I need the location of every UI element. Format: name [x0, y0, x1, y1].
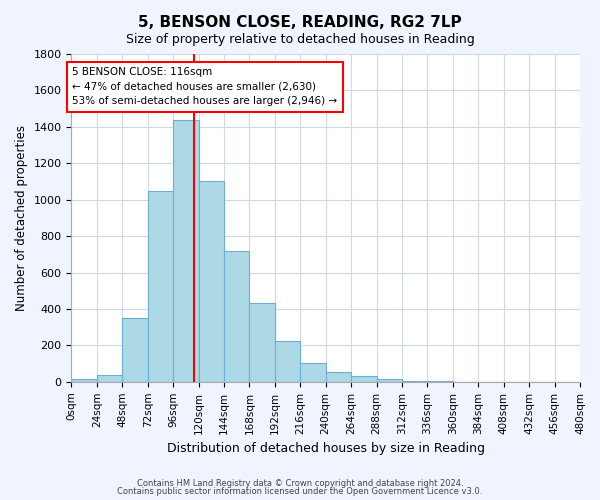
Bar: [402, 381, 427, 382]
Bar: [377, 378, 402, 382]
Bar: [326, 372, 351, 382]
Text: Contains public sector information licensed under the Open Government Licence v3: Contains public sector information licen…: [118, 487, 482, 496]
Text: Size of property relative to detached houses in Reading: Size of property relative to detached ho…: [125, 32, 475, 46]
Text: 5, BENSON CLOSE, READING, RG2 7LP: 5, BENSON CLOSE, READING, RG2 7LP: [138, 15, 462, 30]
Bar: [300, 362, 326, 382]
Bar: [173, 120, 199, 382]
Bar: [199, 182, 224, 382]
Bar: [148, 190, 173, 382]
X-axis label: Distribution of detached houses by size in Reading: Distribution of detached houses by size …: [167, 442, 485, 455]
Text: Contains HM Land Registry data © Crown copyright and database right 2024.: Contains HM Land Registry data © Crown c…: [137, 478, 463, 488]
Text: 5 BENSON CLOSE: 116sqm
← 47% of detached houses are smaller (2,630)
53% of semi-: 5 BENSON CLOSE: 116sqm ← 47% of detached…: [73, 66, 338, 106]
Bar: [122, 318, 148, 382]
Bar: [351, 376, 377, 382]
Bar: [224, 250, 250, 382]
Bar: [71, 379, 97, 382]
Bar: [97, 376, 122, 382]
Bar: [275, 341, 300, 382]
Y-axis label: Number of detached properties: Number of detached properties: [15, 125, 28, 311]
Bar: [250, 302, 275, 382]
